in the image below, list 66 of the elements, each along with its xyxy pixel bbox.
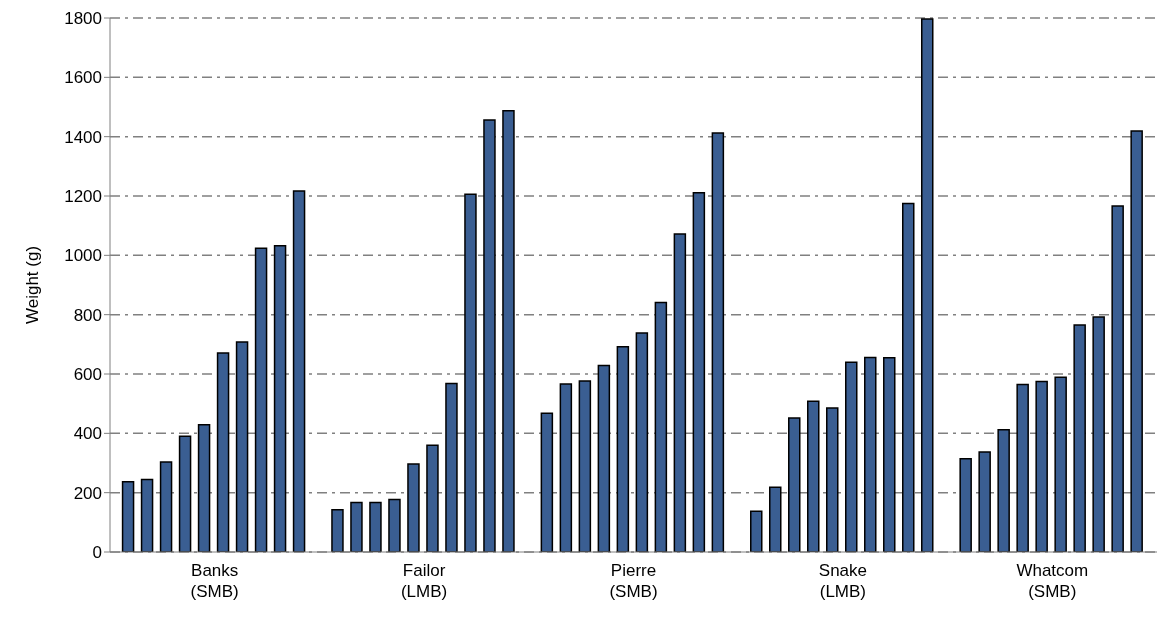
bar: [1035, 380, 1048, 552]
bar: [769, 486, 782, 552]
bar: [597, 364, 611, 552]
y-tick-label: 1000: [64, 246, 102, 266]
bar: [921, 18, 934, 552]
y-tick-label: 800: [73, 305, 102, 325]
bar: [140, 478, 154, 552]
bar: [235, 341, 249, 552]
y-tick-label: 1400: [64, 127, 102, 147]
bar: [997, 429, 1010, 552]
bar: [578, 380, 592, 552]
bar: [216, 352, 230, 552]
bar: [654, 301, 668, 552]
bar: [1130, 130, 1143, 552]
bar: [559, 383, 573, 552]
bar: [1073, 324, 1086, 552]
bar: [388, 498, 401, 552]
bar: [254, 247, 268, 552]
bar: [426, 444, 439, 552]
bar: [369, 501, 382, 552]
bar: [883, 356, 896, 552]
bar: [673, 233, 687, 552]
bar: [864, 356, 877, 552]
y-tick-label: 200: [73, 483, 102, 503]
bar: [1092, 316, 1105, 552]
bar: [483, 119, 496, 552]
x-tick-label: Banks (SMB): [190, 561, 239, 601]
bar: [273, 245, 287, 552]
bar: [407, 463, 420, 552]
bar: [159, 461, 173, 552]
x-tick-label: Snake (LMB): [818, 561, 867, 601]
bar: [121, 480, 135, 552]
bar: [807, 400, 820, 552]
y-tick-label: 1600: [64, 68, 102, 88]
y-tick-label: 1200: [64, 187, 102, 207]
bar: [197, 423, 211, 552]
y-tick-label: 1800: [64, 9, 102, 29]
x-tick-label: Failor (LMB): [400, 561, 448, 601]
bar: [331, 509, 344, 552]
bar: [788, 417, 801, 552]
bar: [692, 191, 706, 552]
bar: [464, 193, 477, 552]
bar: [1111, 205, 1124, 552]
bar: [750, 510, 763, 552]
bar: [502, 110, 515, 552]
bar: [959, 458, 972, 552]
bar: [1054, 376, 1067, 552]
bar: [178, 435, 192, 552]
bar: [1016, 383, 1029, 552]
bar: [845, 361, 858, 552]
y-tick-label: 600: [73, 365, 102, 385]
y-tick-label: 400: [73, 424, 102, 444]
bar: [902, 202, 915, 552]
y-tick-label: 0: [92, 543, 102, 563]
bar: [350, 501, 363, 552]
bar: [635, 332, 649, 552]
x-tick-label: Pierre (SMB): [609, 561, 658, 601]
x-tick-label: Whatcom (SMB): [1016, 561, 1089, 601]
bar: [540, 412, 554, 552]
bar: [292, 190, 306, 552]
bar: [616, 345, 630, 552]
bar: [445, 382, 458, 552]
bar: [978, 451, 991, 552]
y-axis-title: Weight (g): [23, 245, 43, 325]
bar: [711, 132, 725, 552]
bar: [826, 407, 839, 552]
